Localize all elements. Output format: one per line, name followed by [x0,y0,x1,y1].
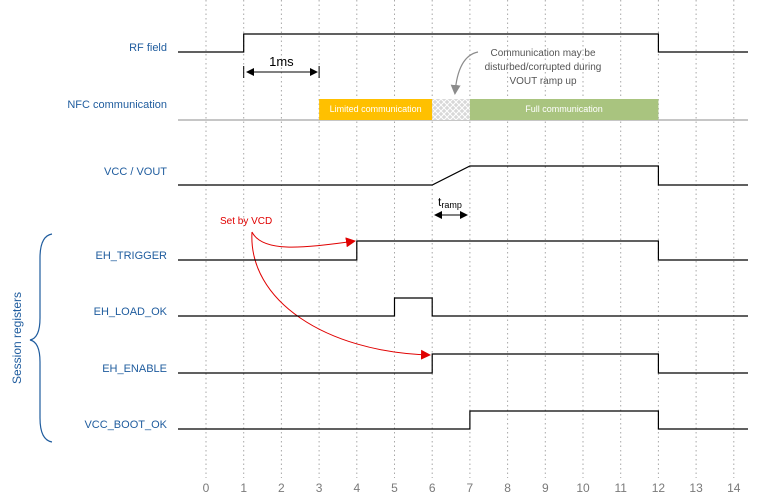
full-communication-segment [469,99,659,120]
comm-note-line-3: VOUT ramp up [509,76,576,87]
full-communication-label: Full communication [525,104,603,114]
tick-label: 14 [727,481,741,495]
signal-label-nfc-communication: NFC communication [67,99,167,111]
tick-label: 4 [353,481,360,495]
signal-label-vcc-boot-ok: VCC_BOOT_OK [84,419,167,431]
x-axis-labels: 0 1 2 3 4 5 6 7 8 9 10 11 12 13 14 [203,481,741,495]
limited-communication-segment [319,99,433,120]
tramp-label: tramp [438,195,462,210]
session-registers-bracket [29,233,53,443]
waveform-vcc-vout [178,165,748,186]
tick-label: 1 [240,481,247,495]
set-by-vcd-arrow-trigger [251,231,356,248]
signal-labels: RF field NFC communication VCC / VOUT EH… [67,42,167,431]
comm-note-arrow [450,51,479,95]
set-by-vcd-arrow-enable [251,231,431,360]
tick-label: 3 [316,481,323,495]
tick-label: 13 [689,481,703,495]
one-ms-label: 1ms [269,54,294,69]
limited-communication-label: Limited communication [330,104,422,114]
tick-label: 11 [614,481,627,495]
signal-label-eh-load-ok: EH_LOAD_OK [94,306,168,318]
waveform-eh-trigger [178,240,748,261]
disturbed-communication-segment [432,99,470,120]
tick-label: 12 [652,481,666,495]
tick-label: 7 [467,481,474,495]
waveform-eh-load-ok [178,297,748,317]
tick-label: 10 [576,481,590,495]
comm-note-line-2: disturbed/corrupted during [485,62,602,73]
set-by-vcd-label: Set by VCD [220,216,272,227]
tick-label: 0 [203,481,210,495]
signal-label-rf-field: RF field [129,42,167,54]
waveform-vcc-boot-ok [178,410,748,430]
signal-label-vcc-vout: VCC / VOUT [104,166,167,178]
time-grid [205,0,735,478]
tick-label: 8 [504,481,511,495]
waveform-rf-field [178,33,748,53]
signal-label-eh-enable: EH_ENABLE [102,363,167,375]
session-registers-label: Session registers [10,292,24,384]
tick-label: 9 [542,481,549,495]
tick-label: 2 [278,481,285,495]
signal-label-eh-trigger: EH_TRIGGER [95,250,167,262]
tick-label: 5 [391,481,398,495]
waveform-eh-enable [178,353,748,374]
tick-label: 6 [429,481,436,495]
comm-note-line-1: Communication may be [490,48,595,59]
